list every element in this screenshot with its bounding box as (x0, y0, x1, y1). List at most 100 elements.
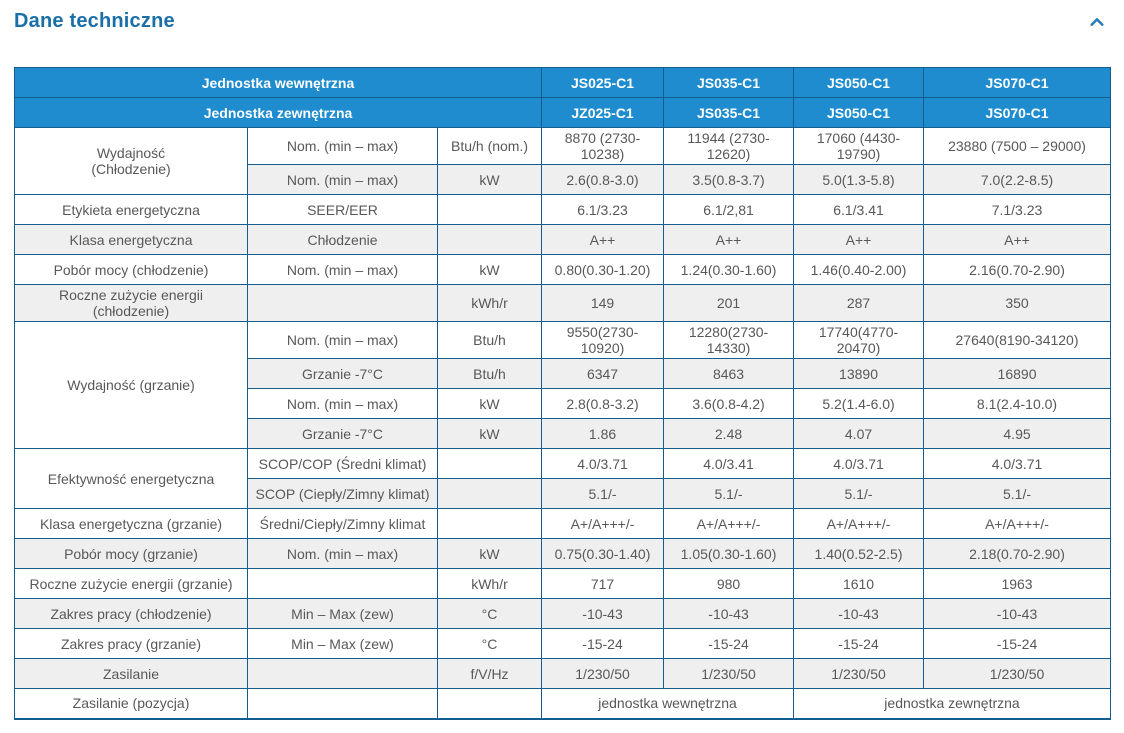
row-label-cell: Pobór mocy (chłodzenie) (14, 254, 248, 285)
row-sub-cell: Nom. (min – max) (247, 538, 438, 569)
table-row: Zakres pracy (chłodzenie) Min – Max (zew)… (14, 598, 1112, 629)
row-value-cell: 5.1/- (663, 478, 795, 509)
row-value-cell: 12280(2730-14330) (663, 321, 795, 359)
table-row: Pobór mocy (chłodzenie) Nom. (min – max) k… (14, 254, 1112, 285)
row-value-cell: 201 (663, 284, 795, 322)
row-value-cell: A++ (541, 224, 665, 255)
row-sub-cell (247, 658, 438, 689)
row-unit-cell: °C (436, 628, 543, 659)
technical-data-table: Jednostka wewnętrzna JS025-C1 JS035-C1 J… (13, 67, 1112, 720)
outdoor-unit-header: Jednostka zewnętrzna (13, 97, 543, 128)
row-unit-cell (436, 688, 543, 719)
row-unit-cell: kWh/r (436, 284, 543, 322)
row-sub-cell: Nom. (min – max) (247, 321, 438, 359)
indoor-model-2: JS035-C1 (663, 67, 795, 98)
row-value-cell: 1/230/50 (793, 658, 925, 689)
row-label-cell: Roczne zużycie energii (chłodzenie) (14, 284, 248, 322)
row-value-cell: 8463 (663, 358, 795, 389)
row-value-cell: 8870 (2730-10238) (541, 127, 665, 165)
row-value-cell: 1610 (793, 568, 925, 599)
table-header-row-outdoor: Jednostka zewnętrzna JZ025-C1 JS035-C1 J… (13, 97, 1112, 128)
row-unit-cell: °C (436, 598, 543, 629)
outdoor-model-1: JZ025-C1 (541, 97, 665, 128)
table-row: Etykieta energetyczna SEER/EER 6.1/3.23 6.1… (14, 194, 1112, 225)
row-sub-cell: SCOP/COP (Średni klimat) (247, 448, 438, 479)
row-unit-cell: kW (436, 538, 543, 569)
row-unit-cell: Btu/h (436, 358, 543, 389)
row-value-cell: 27640(8190-34120) (923, 321, 1112, 359)
table-row: Klasa energetyczna Chłodzenie A++ A++ A++ A++ (14, 224, 1112, 255)
row-value-cell: 5.0(1.3-5.8) (793, 164, 925, 195)
row-label-cell: Efektywność energetyczna (14, 448, 248, 509)
row-unit-cell: kW (436, 388, 543, 419)
row-value-cell: -10-43 (923, 598, 1112, 629)
row-sub-cell (247, 568, 438, 599)
row-value-cell: 2.8(0.8-3.2) (541, 388, 665, 419)
indoor-model-3: JS050-C1 (793, 67, 925, 98)
table-row: Zasilanie f/V/Hz 1/230/50 1/230/50 1/230/50 1… (14, 658, 1112, 689)
row-value-cell: 1.24(0.30-1.60) (663, 254, 795, 285)
row-sub-cell: Średni/Ciepły/Zimny klimat (247, 508, 438, 539)
row-value-cell: 5.1/- (923, 478, 1112, 509)
row-label-cell: Klasa energetyczna (14, 224, 248, 255)
row-value-cell: 17060 (4430-19790) (793, 127, 925, 165)
row-value-cell: 2.16(0.70-2.90) (923, 254, 1112, 285)
row-sub-cell (247, 688, 438, 719)
row-value-cell: -15-24 (923, 628, 1112, 659)
row-value-cell: 1.46(0.40-2.00) (793, 254, 925, 285)
row-value-cell: 1.40(0.52-2.5) (793, 538, 925, 569)
outdoor-model-2: JS035-C1 (663, 97, 795, 128)
row-value-cell: jednostka wewnętrzna (541, 688, 795, 719)
row-value-cell: 3.6(0.8-4.2) (663, 388, 795, 419)
row-sub-cell: Min – Max (zew) (247, 598, 438, 629)
row-unit-cell (436, 224, 543, 255)
row-unit-cell (436, 508, 543, 539)
row-value-cell: 6.1/3.41 (793, 194, 925, 225)
row-unit-cell: Btu/h (nom.) (436, 127, 543, 165)
table-row: Grzanie -7°C kW 1.86 2.48 4.07 4.95 (15, 418, 1112, 449)
row-value-cell: 4.0/3.71 (923, 448, 1112, 479)
chevron-up-icon[interactable] (1090, 16, 1104, 28)
row-label-cell: Klasa energetyczna (grzanie) (14, 508, 248, 539)
row-label-cell: Pobór mocy (grzanie) (14, 538, 248, 569)
row-unit-cell (436, 194, 543, 225)
table-row: Nom. (min – max) kW 2.6(0.8-3.0) 3.5(0.8-3.… (15, 164, 1112, 195)
row-value-cell: 6347 (541, 358, 665, 389)
row-value-cell: 16890 (923, 358, 1112, 389)
row-value-cell: 5.1/- (793, 478, 925, 509)
row-label-cell: Zakres pracy (chłodzenie) (14, 598, 248, 629)
row-value-cell: 4.0/3.71 (793, 448, 925, 479)
row-sub-cell: Nom. (min – max) (247, 388, 438, 419)
table-row: Nom. (min – max) kW 2.8(0.8-3.2) 3.6(0.8-4.… (15, 388, 1112, 419)
row-value-cell: -10-43 (793, 598, 925, 629)
row-unit-cell (436, 448, 543, 479)
indoor-unit-header: Jednostka wewnętrzna (13, 67, 543, 98)
row-value-cell: 287 (793, 284, 925, 322)
row-value-cell: 8.1(2.4-10.0) (923, 388, 1112, 419)
row-value-cell: 5.2(1.4-6.0) (793, 388, 925, 419)
row-sub-cell: SCOP (Ciepły/Zimny klimat) (247, 478, 438, 509)
row-value-cell: A+/A+++/- (793, 508, 925, 539)
table-row: Grzanie -7°C Btu/h 6347 8463 13890 16890 (15, 358, 1112, 389)
row-value-cell: 0.75(0.30-1.40) (541, 538, 665, 569)
row-value-cell: 1.05(0.30-1.60) (663, 538, 795, 569)
row-sub-cell: Chłodzenie (247, 224, 438, 255)
table-row: Pobór mocy (grzanie) Nom. (min – max) kW 0.… (14, 538, 1112, 569)
row-value-cell: 4.0/3.41 (663, 448, 795, 479)
row-value-cell: -15-24 (793, 628, 925, 659)
row-value-cell: A+/A+++/- (923, 508, 1112, 539)
row-value-cell: 149 (541, 284, 665, 322)
row-value-cell: 17740(4770-20470) (793, 321, 925, 359)
row-value-cell: -15-24 (541, 628, 665, 659)
accordion-header[interactable]: Dane techniczne (0, 0, 1124, 33)
row-value-cell: 7.1/3.23 (923, 194, 1112, 225)
table-row: SCOP (Ciepły/Zimny klimat) 5.1/- 5.1/- 5.1/… (15, 478, 1112, 509)
row-value-cell: 1963 (923, 568, 1112, 599)
row-sub-cell: Nom. (min – max) (247, 254, 438, 285)
table-container: Jednostka wewnętrzna JS025-C1 JS035-C1 J… (0, 33, 1124, 720)
table-row: Zakres pracy (grzanie) Min – Max (zew) °C -… (14, 628, 1112, 659)
row-value-cell: A++ (923, 224, 1112, 255)
row-value-cell: 980 (663, 568, 795, 599)
row-value-cell: 0.80(0.30-1.20) (541, 254, 665, 285)
